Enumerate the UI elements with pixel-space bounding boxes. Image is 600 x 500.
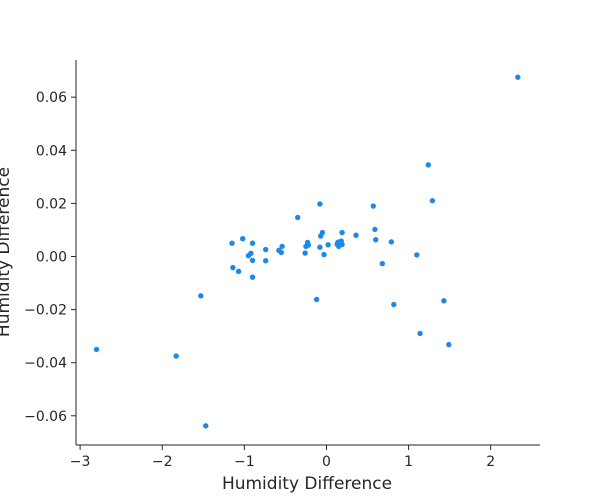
data-point [414, 252, 420, 258]
data-point [198, 293, 204, 299]
y-axis-title: Humidity Difference [0, 167, 14, 337]
data-point [339, 241, 345, 248]
data-point [229, 240, 235, 246]
y-tick-label: 0.04 [36, 143, 67, 159]
data-point [317, 244, 323, 250]
data-point [263, 258, 269, 264]
data-point [379, 260, 386, 267]
plot-area [93, 74, 521, 429]
data-point [339, 229, 345, 236]
x-tick-label: −2 [152, 454, 173, 470]
data-point [230, 264, 236, 271]
data-point [249, 240, 256, 246]
data-point [248, 250, 254, 256]
y-tick-label: −0.04 [24, 356, 67, 372]
data-point [446, 341, 452, 348]
y-tick-label: 0.02 [36, 196, 67, 212]
data-point [295, 214, 301, 221]
data-point [388, 239, 395, 245]
data-point [173, 353, 179, 359]
x-tick-label: 1 [404, 454, 413, 470]
data-point [249, 274, 256, 280]
x-tick-label: −3 [70, 454, 91, 470]
data-point [93, 346, 100, 353]
data-point [235, 268, 242, 275]
data-point [313, 296, 320, 303]
x-axis-title: Humidity Difference [222, 474, 392, 494]
data-point [263, 246, 269, 253]
x-tick-label: −1 [234, 454, 255, 470]
data-point [370, 203, 376, 209]
data-point [372, 226, 378, 233]
data-point [278, 249, 285, 256]
y-tick-label: 0.06 [36, 90, 67, 106]
x-tick-label: 2 [486, 454, 495, 470]
y-tick-label: −0.06 [24, 409, 67, 425]
data-point [391, 301, 397, 308]
data-point [302, 250, 308, 256]
data-point [417, 330, 423, 337]
data-point [425, 162, 432, 168]
data-point [373, 237, 379, 243]
data-point [240, 235, 246, 242]
data-point [279, 243, 285, 250]
x-tick-label: 0 [322, 454, 331, 470]
data-point [319, 229, 326, 236]
data-point [353, 232, 359, 238]
data-point [305, 242, 312, 248]
x-axis-ticks: −3 −2 −1 0 1 2 [70, 445, 495, 470]
data-point [203, 423, 209, 429]
data-point [325, 242, 331, 248]
data-point [515, 74, 521, 80]
data-point [321, 251, 327, 258]
data-point [441, 298, 447, 304]
data-point [249, 257, 256, 264]
y-tick-label: 0.00 [36, 249, 67, 265]
y-tick-label: −0.02 [24, 303, 67, 319]
y-axis-ticks: −0.06 −0.04 −0.02 0.00 0.02 0.04 0.06 [24, 90, 76, 425]
data-point [429, 198, 436, 204]
data-point [317, 201, 323, 207]
